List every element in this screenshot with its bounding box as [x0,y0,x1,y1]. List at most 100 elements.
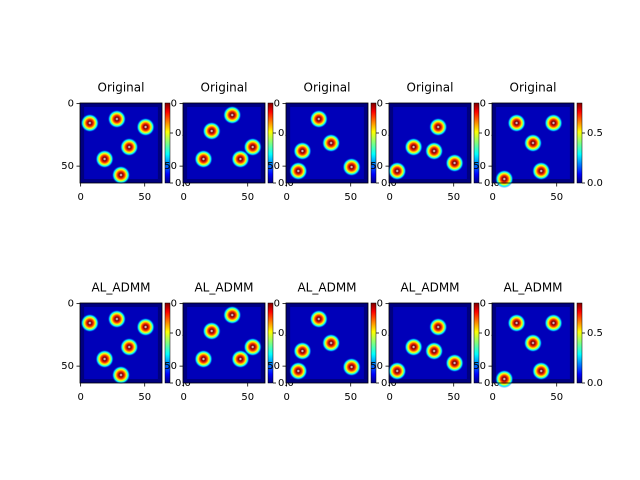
colorbar [370,302,377,384]
colorbar-tick-label: 0.0 [175,378,191,389]
colorbar-tick-label: 0.0 [587,178,603,189]
panel-title: Original [304,81,351,95]
axes-frame [388,302,472,384]
axes-frame [388,102,472,184]
image-feature [120,338,139,356]
image-feature [429,318,448,336]
panel-title: AL_ADMM [91,281,150,295]
x-tick-label: 0 [386,192,392,203]
colorbar [267,302,274,384]
x-tick-label: 0 [180,392,186,403]
image-feature [112,166,130,184]
panel-title: Original [407,81,454,95]
x-tick-label: 0 [283,192,289,203]
x-tick-label: 0 [489,192,495,203]
x-tick-label: 50 [241,192,254,203]
image-feature [532,362,551,380]
x-tick-label: 0 [283,392,289,403]
y-tick-label: 0 [274,299,280,310]
y-tick-label: 0 [377,299,383,310]
colorbar-tick-label: 0.0 [381,378,397,389]
y-tick-label: 0 [480,99,486,110]
x-tick-label: 50 [550,392,563,403]
colorbar [370,102,377,184]
image-feature [429,118,448,136]
image-feature [425,142,444,160]
colorbar-tick-label: 0.0 [484,178,500,189]
x-tick-label: 50 [550,192,563,203]
image-feature [107,110,126,128]
y-tick-label: 50 [164,361,177,372]
axes-frame [79,302,163,384]
image-feature [289,362,308,380]
image-feature [80,114,99,132]
image-feature [202,122,221,140]
y-tick-label: 0 [274,99,280,110]
x-tick-label: 0 [77,192,83,203]
colorbar [576,102,583,184]
panel-title: AL_ADMM [503,281,562,295]
y-tick-label: 50 [61,361,74,372]
image-feature [532,162,551,180]
image-feature [404,138,423,156]
y-tick-label: 50 [370,361,383,372]
image-feature [112,366,130,384]
axes-frame [182,102,266,184]
x-tick-label: 0 [180,192,186,203]
y-tick-label: 50 [370,161,383,172]
image-feature [309,310,328,328]
image-feature [243,338,262,356]
x-tick-label: 50 [241,392,254,403]
image-feature [495,170,514,188]
image-feature [495,370,514,388]
colorbar-tick-label: 0.5 [587,128,603,139]
image-feature [544,114,563,132]
x-tick-label: 50 [344,392,357,403]
panel-title: AL_ADMM [194,281,253,295]
y-tick-label: 50 [267,161,280,172]
image-feature [342,358,361,376]
x-tick-label: 0 [386,392,392,403]
image-feature [342,158,361,176]
image-feature [388,162,407,180]
x-tick-label: 50 [344,192,357,203]
image-feature [289,162,308,180]
colorbar-tick-label: 0.0 [278,378,294,389]
colorbar-tick-label: 0.0 [175,178,191,189]
colorbar [473,302,480,384]
y-tick-label: 0 [171,99,177,110]
image-feature [322,334,341,352]
axes-frame [285,302,369,384]
image-feature [194,350,213,368]
colorbar [473,102,480,184]
panel-title: Original [98,81,145,95]
x-tick-label: 50 [447,192,460,203]
image-feature [223,106,242,124]
x-tick-label: 50 [138,392,151,403]
y-tick-label: 0 [171,299,177,310]
y-tick-label: 0 [68,99,74,110]
axes-frame [182,302,266,384]
y-tick-label: 50 [267,361,280,372]
image-feature [95,350,114,368]
axes-frame [491,302,575,384]
image-feature [136,118,155,136]
colorbar [267,102,274,184]
colorbar-tick-label: 0.0 [381,178,397,189]
image-feature [95,150,114,168]
axes-frame [285,102,369,184]
panel-title: AL_ADMM [400,281,459,295]
y-tick-label: 50 [164,161,177,172]
image-feature [231,350,250,368]
panel-title: Original [201,81,248,95]
y-tick-label: 0 [68,299,74,310]
image-feature [445,154,464,172]
